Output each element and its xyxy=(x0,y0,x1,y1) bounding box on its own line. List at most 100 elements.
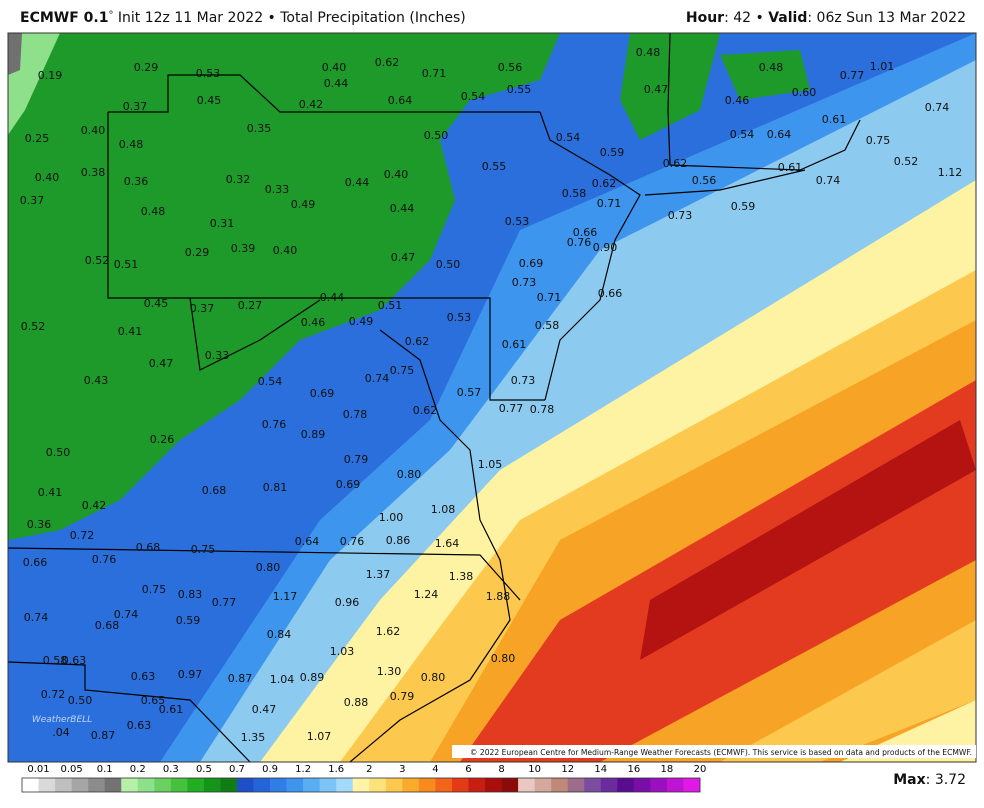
value-label: 0.80 xyxy=(421,671,446,684)
value-label: 0.75 xyxy=(142,583,167,596)
value-label: 0.54 xyxy=(730,128,755,141)
color-swatch xyxy=(71,778,89,792)
color-swatch xyxy=(385,778,403,792)
value-label: 0.84 xyxy=(267,628,292,641)
logo: WeatherBELL xyxy=(32,715,92,725)
value-label: 0.48 xyxy=(141,205,166,218)
value-label: 0.61 xyxy=(822,113,847,126)
value-label: 0.97 xyxy=(178,668,203,681)
coast xyxy=(644,169,806,196)
value-label: 0.89 xyxy=(300,671,325,684)
colorbar-label: 1.6 xyxy=(328,764,344,775)
value-label: 0.71 xyxy=(422,67,447,80)
value-label: 0.87 xyxy=(228,672,253,685)
value-label: 0.45 xyxy=(197,94,222,107)
value-label: 0.41 xyxy=(38,486,63,499)
value-label: 0.80 xyxy=(397,468,422,481)
color-swatch xyxy=(220,778,238,792)
color-swatch xyxy=(88,778,105,792)
hour-label: Hour xyxy=(686,10,724,26)
color-swatch xyxy=(418,778,436,792)
value-label: 0.40 xyxy=(81,124,106,137)
title: Init 12z 11 Mar 2022 • Total Precipitati… xyxy=(113,10,465,26)
color-swatch xyxy=(534,778,552,792)
value-label: 0.25 xyxy=(25,132,50,145)
border xyxy=(107,112,545,401)
value-label: 0.71 xyxy=(537,291,562,304)
value-label: 1.12 xyxy=(938,166,963,179)
value-label: 0.57 xyxy=(457,386,482,399)
border xyxy=(189,297,321,371)
value-label: 0.80 xyxy=(256,561,281,574)
color-swatch xyxy=(369,778,387,792)
value-label: 0.75 xyxy=(866,134,891,147)
color-swatch xyxy=(485,778,502,792)
value-label: 0.73 xyxy=(512,276,537,289)
value-label: 0.96 xyxy=(335,596,360,609)
value-label: 0.88 xyxy=(344,696,369,709)
value-label: 0.87 xyxy=(91,729,116,742)
colorbar-label: 1.2 xyxy=(295,764,311,775)
value-label: 0.50 xyxy=(46,446,71,459)
value-label: 0.32 xyxy=(226,173,251,186)
degree: ° xyxy=(108,10,113,21)
value-label: 1.07 xyxy=(307,730,332,743)
value-label: 0.33 xyxy=(205,349,230,362)
value-label: 0.73 xyxy=(511,374,536,387)
value-label: 0.62 xyxy=(375,56,400,69)
dark-red xyxy=(640,420,976,660)
max-label: Max xyxy=(893,772,925,788)
value-label: 0.53 xyxy=(196,67,221,80)
value-label: 0.58 xyxy=(535,319,560,332)
value-label: 0.51 xyxy=(114,258,139,271)
color-swatch xyxy=(435,778,453,792)
colorbar-label: 2 xyxy=(366,764,372,775)
value-label: 0.63 xyxy=(127,719,152,732)
colorbar-label: 0.3 xyxy=(163,764,179,775)
value-label: 0.77 xyxy=(212,596,237,609)
border xyxy=(8,661,251,762)
colorbar-frame xyxy=(21,777,701,793)
value-label: 0.36 xyxy=(27,518,52,531)
value-label: 0.47 xyxy=(644,83,669,96)
colorbar-label: 3 xyxy=(399,764,405,775)
value-label: 0.83 xyxy=(178,588,203,601)
green-ne2 xyxy=(720,50,810,100)
value-label: 0.48 xyxy=(119,138,144,151)
value-label: 0.19 xyxy=(38,69,63,82)
value-label: 0.55 xyxy=(507,83,532,96)
value-labels: 0.19 0.29 0.53 0.40 0.62 0.71 0.56 0.48 0.48 0.77… xyxy=(20,46,963,744)
value-label: 1.38 xyxy=(449,570,474,583)
value-label: 1.88 xyxy=(486,590,511,603)
colorbar-label: 12 xyxy=(561,764,574,775)
value-label: 0.37 xyxy=(20,194,45,207)
value-label: 0.46 xyxy=(301,316,326,329)
value-label: 0.49 xyxy=(349,315,374,328)
value-label: 1.03 xyxy=(330,645,355,658)
value-label: 1.30 xyxy=(377,665,402,678)
gray-area xyxy=(8,33,22,75)
value-label: 0.29 xyxy=(185,246,210,259)
se-orange xyxy=(720,620,976,762)
value-label: 0.68 xyxy=(136,541,161,554)
color-swatch xyxy=(501,778,519,792)
value-label: 0.74 xyxy=(365,372,390,385)
color-swatch xyxy=(666,778,684,792)
color-swatch xyxy=(121,778,139,792)
value-label: 0.77 xyxy=(840,69,865,82)
color-swatch xyxy=(38,778,56,792)
value-label: 1.08 xyxy=(431,503,456,516)
color-swatch xyxy=(303,778,320,792)
value-label: 1.17 xyxy=(273,590,298,603)
colorbar-label: 6 xyxy=(465,764,471,775)
value-label: 0.64 xyxy=(388,94,413,107)
colorbar-label: 0.05 xyxy=(60,764,82,775)
color-swatch xyxy=(187,778,205,792)
value-label: 1.04 xyxy=(270,673,295,686)
value-label: 0.53 xyxy=(447,311,472,324)
value-label: 0.66 xyxy=(23,556,48,569)
value-label: 0.90 xyxy=(593,241,618,254)
value-label: 0.50 xyxy=(68,694,93,707)
value-label: 0.51 xyxy=(378,299,403,312)
